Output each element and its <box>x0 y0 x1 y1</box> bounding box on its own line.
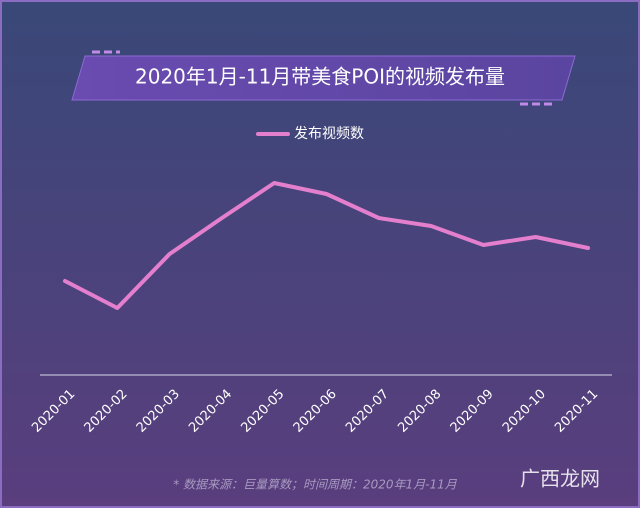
data-line <box>63 181 590 310</box>
title-box <box>71 55 576 101</box>
watermark: 广西龙网 <box>520 467 600 491</box>
source-note: * 数据来源：巨量算数；时间周期：2020年1月-11月 <box>173 478 458 492</box>
legend-label: 发布视频数 <box>294 126 364 142</box>
chart-title: 2020年1月-11月带美食POI的视频发布量 <box>135 65 505 89</box>
